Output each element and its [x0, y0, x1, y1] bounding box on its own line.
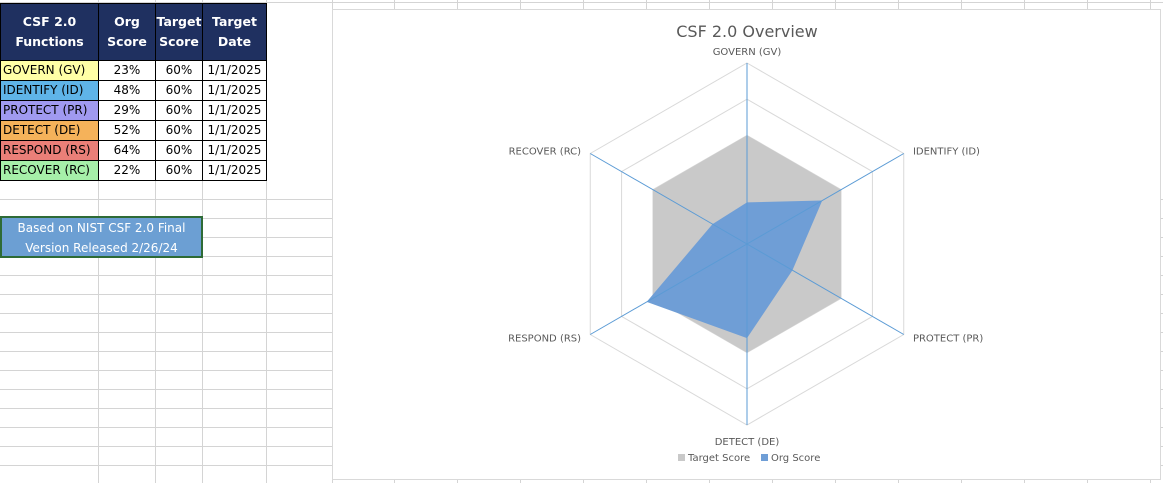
cell-target-date[interactable]: 1/1/2025 [202, 120, 267, 141]
header-target-date[interactable]: Target Date [202, 3, 267, 61]
header-functions[interactable]: CSF 2.0 Functions [0, 3, 99, 61]
header-org-score[interactable]: Org Score [98, 3, 156, 61]
legend-label-target: Target Score [687, 453, 750, 464]
table-row: PROTECT (PR) 29% 60% 1/1/2025 [0, 100, 267, 121]
table-row: IDENTIFY (ID) 48% 60% 1/1/2025 [0, 80, 267, 101]
radar-spoke [746, 153, 905, 245]
cell-target-date[interactable]: 1/1/2025 [202, 140, 267, 161]
cell-target-score[interactable]: 60% [155, 60, 203, 81]
cell-target-score[interactable]: 60% [155, 100, 203, 121]
category-label: RESPOND (RS) [508, 334, 581, 345]
header-target-score[interactable]: Target Score [155, 3, 203, 61]
table-row: RECOVER (RC) 22% 60% 1/1/2025 [0, 160, 267, 181]
nist-note-box[interactable]: Based on NIST CSF 2.0 Final Version Rele… [0, 216, 203, 258]
csf-functions-table: CSF 2.0 Functions Org Score Target Score… [0, 3, 267, 181]
cell-org-score[interactable]: 29% [98, 100, 156, 121]
note-line-2: Version Released 2/26/24 [25, 241, 178, 255]
cell-target-score[interactable]: 60% [155, 160, 203, 181]
org-score-area[interactable] [646, 200, 823, 339]
cell-target-date[interactable]: 1/1/2025 [202, 100, 267, 121]
chart-title: CSF 2.0 Overview [676, 22, 817, 41]
table-row: GOVERN (GV) 23% 60% 1/1/2025 [0, 60, 267, 81]
cell-target-date[interactable]: 1/1/2025 [202, 160, 267, 181]
category-label: PROTECT (PR) [913, 334, 983, 345]
legend-swatch-target [678, 454, 685, 461]
cell-function[interactable]: PROTECT (PR) [0, 100, 99, 121]
radar-spoke [589, 153, 748, 245]
radar-chart[interactable]: CSF 2.0 Overview GOVERN (GV) IDENTIFY (ID… [332, 9, 1161, 480]
cell-function[interactable]: DETECT (DE) [0, 120, 99, 141]
cell-org-score[interactable]: 22% [98, 160, 156, 181]
note-line-1: Based on NIST CSF 2.0 Final [17, 221, 186, 235]
category-label: GOVERN (GV) [713, 47, 782, 58]
table-header-row: CSF 2.0 Functions Org Score Target Score… [0, 3, 267, 61]
cell-org-score[interactable]: 48% [98, 80, 156, 101]
table-row: RESPOND (RS) 64% 60% 1/1/2025 [0, 140, 267, 161]
cell-target-date[interactable]: 1/1/2025 [202, 60, 267, 81]
cell-function[interactable]: RESPOND (RS) [0, 140, 99, 161]
category-label: RECOVER (RC) [509, 147, 582, 158]
radar-chart-svg: CSF 2.0 Overview GOVERN (GV) IDENTIFY (ID… [508, 22, 983, 464]
cell-function[interactable]: RECOVER (RC) [0, 160, 99, 181]
cell-target-score[interactable]: 60% [155, 120, 203, 141]
category-label: DETECT (DE) [715, 437, 780, 448]
radar-spoke [746, 243, 905, 335]
cell-org-score[interactable]: 64% [98, 140, 156, 161]
table-row: DETECT (DE) 52% 60% 1/1/2025 [0, 120, 267, 141]
cell-org-score[interactable]: 52% [98, 120, 156, 141]
cell-function[interactable]: IDENTIFY (ID) [0, 80, 99, 101]
category-label: IDENTIFY (ID) [913, 147, 980, 158]
legend-swatch-org [761, 454, 768, 461]
cell-org-score[interactable]: 23% [98, 60, 156, 81]
cell-target-score[interactable]: 60% [155, 140, 203, 161]
cell-target-score[interactable]: 60% [155, 80, 203, 101]
radar-spoke [589, 243, 748, 335]
cell-function[interactable]: GOVERN (GV) [0, 60, 99, 81]
cell-target-date[interactable]: 1/1/2025 [202, 80, 267, 101]
legend-label-org: Org Score [771, 453, 820, 464]
